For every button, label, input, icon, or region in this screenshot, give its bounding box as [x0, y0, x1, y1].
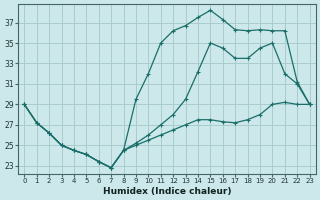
X-axis label: Humidex (Indice chaleur): Humidex (Indice chaleur) [103, 187, 231, 196]
